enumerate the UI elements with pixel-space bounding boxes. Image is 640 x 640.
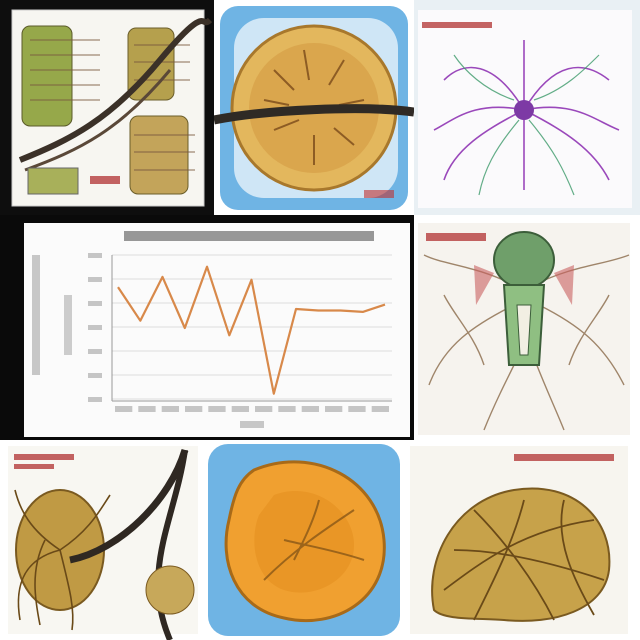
tangle-illustration [410,446,628,634]
line-chart [24,223,410,437]
x-tick-label [371,406,389,412]
chart-gridlines [112,254,392,400]
cell-illustration [214,6,414,210]
x-tick-label [325,406,343,412]
chart-series-line [117,265,386,395]
root-illustration [8,446,198,640]
x-tick-label [138,406,156,412]
organ-illustration [418,223,630,435]
panel-middle-left-chart [0,215,414,440]
panel-top-left [0,0,214,215]
x-tick-label [231,406,249,412]
panel-middle-right [414,215,640,440]
x-tick-label [115,406,133,412]
panel-bottom-left [0,440,204,640]
y-axis-label-blur [32,255,40,375]
x-axis-label-blur [240,421,264,428]
blob-illustration [208,444,400,636]
panel-top-middle [214,0,414,215]
panel-top-right [414,0,640,215]
x-tick-label [208,406,226,412]
anatomy-illustration [11,9,213,207]
x-tick-label [185,406,203,412]
x-tick-label [255,406,273,412]
x-tick-label [348,406,366,412]
network-illustration [418,10,632,208]
x-tick-label [161,406,179,412]
panel-bottom-middle [204,440,404,640]
panel-bottom-right [404,440,640,640]
x-tick-label [301,406,319,412]
x-tick-label [278,406,296,412]
